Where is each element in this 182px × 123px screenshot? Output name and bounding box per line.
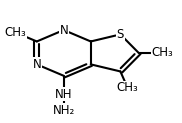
Text: CH₃: CH₃ [151,46,173,59]
Text: CH₃: CH₃ [117,81,139,94]
Text: CH₃: CH₃ [4,26,26,39]
Text: NH₂: NH₂ [53,104,75,117]
Text: S: S [117,28,124,41]
Text: N: N [32,58,41,71]
Text: NH: NH [55,88,72,101]
Text: N: N [59,23,68,37]
